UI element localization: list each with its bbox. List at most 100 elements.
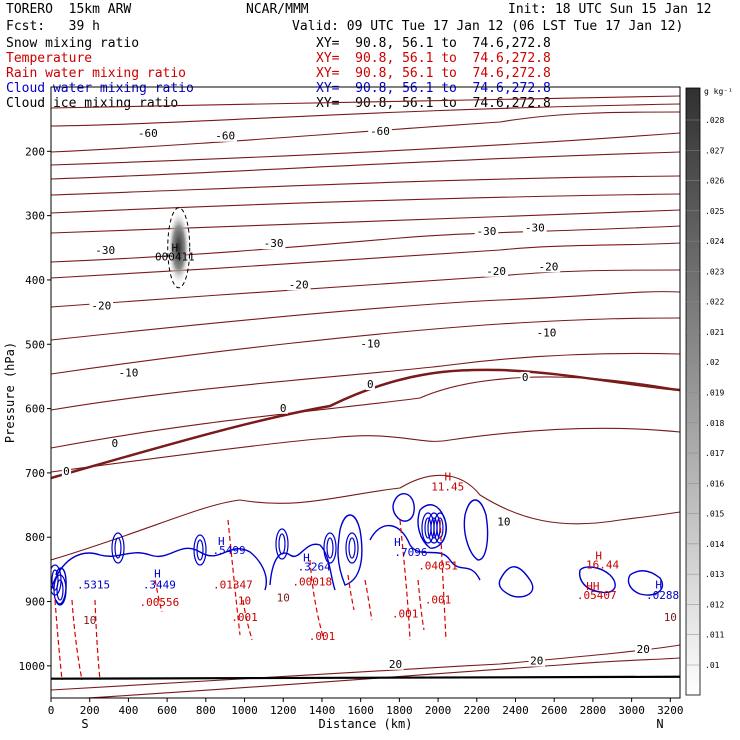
- max-label-6: H: [218, 535, 225, 548]
- cloud-water-ring-2: [275, 528, 289, 560]
- cloud-water-contour-2: [337, 514, 363, 586]
- max-label-20: .01347: [213, 579, 253, 592]
- isotherm-6: [51, 193, 680, 214]
- x-tick-label-3: 600: [157, 704, 177, 717]
- max-label-14: .3449: [143, 579, 176, 592]
- cloud-water-contour-7: [498, 566, 534, 598]
- x-tick-label-9: 1800: [386, 704, 413, 717]
- temp-label-bg-4: [261, 238, 286, 250]
- max-label-5: 16.44: [586, 559, 619, 572]
- max-label-7: .5499: [212, 544, 245, 557]
- model-title: TORERO 15km ARW: [6, 2, 132, 17]
- max-label-2: H: [444, 471, 451, 484]
- cloud-water-contour-3: [369, 524, 481, 581]
- cloud-water-cell-4: [348, 537, 356, 559]
- cloud-water-contour-6: [392, 493, 415, 522]
- temp-label-16: 0: [367, 378, 374, 391]
- temp-label-21: 20: [530, 655, 543, 668]
- cloud-water-contour-0: [51, 547, 267, 591]
- x-tick-label-14: 2800: [580, 704, 607, 717]
- temp-label-bg-21: [528, 655, 545, 667]
- y-tick-label-0: 200: [25, 145, 45, 158]
- temp-label-5: -30: [477, 225, 497, 238]
- temp-label-bg-17: [520, 371, 530, 383]
- colorbar-tick-label-18: .028: [705, 116, 724, 125]
- cloud-water-contour-1: [269, 543, 336, 591]
- max-label-27: .001: [392, 608, 419, 621]
- isotherm-1: [51, 103, 680, 127]
- x-tick-label-16: 3200: [657, 704, 684, 717]
- x-tick-label-13: 2600: [541, 704, 568, 717]
- temp-label-6: -30: [525, 222, 545, 235]
- valid-time: Valid: 09 UTC Tue 17 Jan 12 (06 LST Tue …: [292, 19, 684, 34]
- colorbar-unit: g kg⁻¹: [704, 87, 733, 96]
- colorbar-tick-label-16: .026: [705, 177, 724, 186]
- cloud-water-cell-9: [56, 579, 64, 601]
- temp-label-bg-18: [61, 465, 72, 477]
- temp-label-bg-9: [484, 265, 508, 277]
- max-label-8: H: [303, 552, 310, 565]
- colorbar-tick-label-2: .012: [705, 600, 724, 609]
- x-axis-title: Distance (km): [319, 717, 413, 731]
- max-label-22: .04051: [418, 559, 458, 572]
- isotherm-4: [51, 151, 680, 180]
- temp-label-bg-1: [213, 130, 237, 142]
- max-label-1: 000411: [155, 251, 195, 264]
- rain-contour-3: [154, 579, 163, 613]
- y-tick-label-4: 600: [25, 403, 45, 416]
- temp-label-7: -20: [91, 300, 111, 313]
- x-tick-label-10: 2000: [425, 704, 452, 717]
- x-tick-label-11: 2200: [464, 704, 491, 717]
- temp-label-bg-8: [286, 279, 311, 291]
- temp-label-bg-22: [635, 643, 652, 655]
- plot-frame: [50, 86, 681, 699]
- field-name-1: Temperature: [6, 51, 93, 66]
- isotherm-16: [51, 474, 680, 561]
- x-tick-label-6: 1200: [270, 704, 297, 717]
- snow-contour: [167, 207, 191, 289]
- cloud-water-cell-3: [326, 537, 334, 559]
- x-tick-label-7: 1400: [309, 704, 336, 717]
- colorbar-ramp: [685, 87, 701, 696]
- cloud-water-ring-9: [53, 574, 67, 606]
- temp-label-4: -30: [264, 237, 284, 250]
- rain-contour-0: [54, 599, 63, 681]
- init-time: Init: 18 UTC Sun 15 Jan 12: [508, 2, 712, 17]
- colorbar-tick-label-11: .021: [705, 328, 724, 337]
- x-tick-label-12: 2400: [502, 704, 529, 717]
- rain-contour-6: [309, 559, 325, 641]
- temp-label-bg-13: [534, 327, 559, 339]
- cloud-water-contour-8: [578, 566, 616, 594]
- x-tick-label-8: 1600: [347, 704, 374, 717]
- colorbar-tick-label-15: .025: [705, 207, 724, 216]
- temp-label-bg-16: [365, 378, 375, 390]
- temp-label-10: -20: [538, 260, 558, 273]
- rain-contour-7: [347, 574, 355, 611]
- max-label-3: 11.45: [431, 480, 464, 493]
- colorbar-tick-label-8: .018: [705, 419, 724, 428]
- max-label-11: .7096: [394, 546, 427, 559]
- colorbar-tick-label-6: .016: [705, 479, 724, 488]
- temp-label-17: 0: [522, 371, 529, 384]
- max-label-25: 10: [277, 592, 290, 605]
- isotherm-11: [51, 291, 680, 341]
- cloud-water-contour-9: [627, 570, 664, 596]
- temp-label-19: 10: [497, 516, 510, 529]
- center-title: NCAR/MMM: [246, 2, 309, 17]
- max-label-28: .001: [425, 593, 452, 606]
- max-label-18: .05407: [577, 589, 617, 602]
- max-label-23: 10: [238, 595, 251, 608]
- isotherm-10: [51, 269, 680, 308]
- temp-label-bg-5: [474, 225, 499, 237]
- colorbar-tick-label-0: .01: [705, 661, 720, 670]
- cloud-water-ring-4: [345, 532, 359, 564]
- temp-label-bg-10: [536, 261, 561, 273]
- isotherm-14: [51, 376, 680, 449]
- temp-label-bg-3: [93, 245, 117, 257]
- max-label-15: H: [655, 579, 662, 592]
- max-label-21: .00018: [292, 575, 332, 588]
- temp-label-bg-2: [368, 126, 392, 138]
- temp-label-bg-7: [89, 300, 114, 312]
- colorbar-tick-label-4: .014: [705, 540, 724, 549]
